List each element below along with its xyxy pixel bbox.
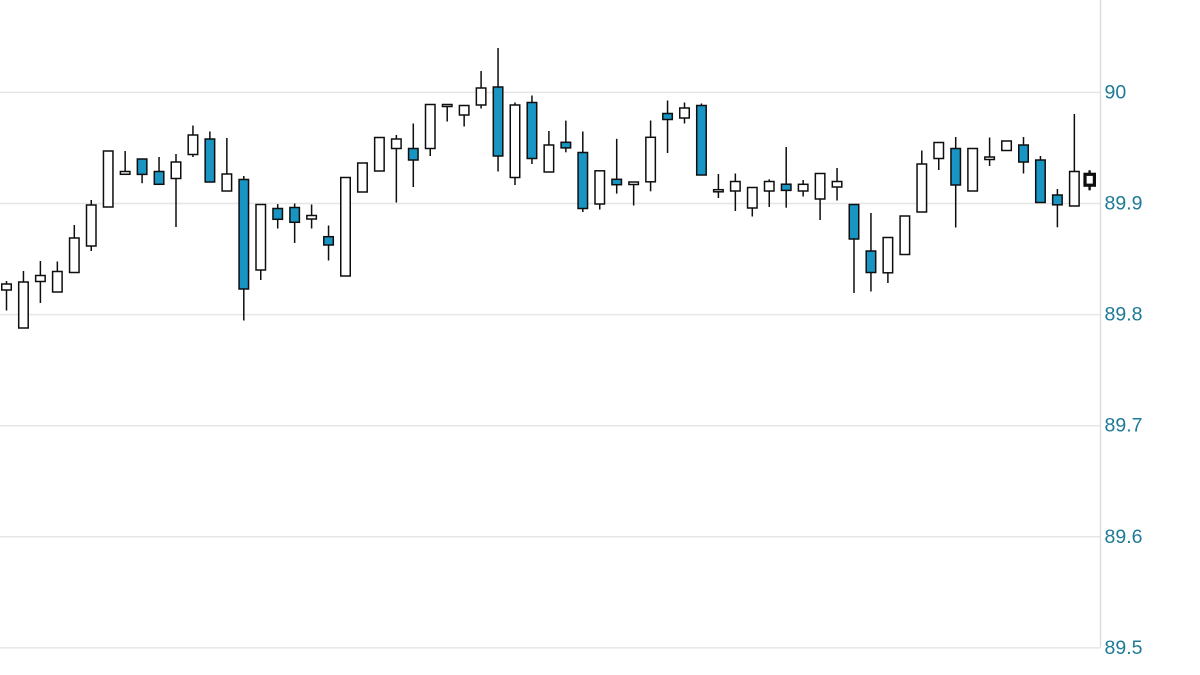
svg-text:89.5: 89.5 — [1105, 637, 1143, 659]
svg-text:89.7: 89.7 — [1105, 415, 1143, 437]
svg-text:89.9: 89.9 — [1105, 193, 1143, 215]
svg-text:89.8: 89.8 — [1105, 304, 1143, 326]
svg-text:90: 90 — [1105, 81, 1127, 103]
svg-text:89.6: 89.6 — [1105, 526, 1143, 548]
